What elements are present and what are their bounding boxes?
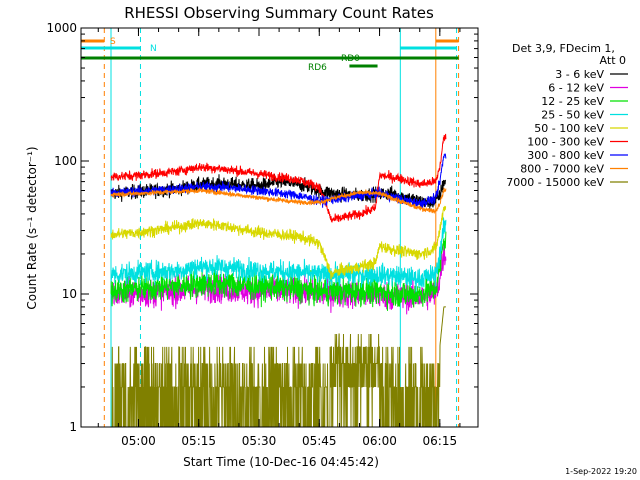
- rd0-label: RD0: [341, 54, 360, 64]
- series-line-8: [111, 306, 446, 428]
- legend-entry-label-5: 100 - 300 keV: [527, 136, 604, 149]
- x-tick-label-4: 06:00: [362, 434, 397, 448]
- chart-title: RHESSI Observing Summary Count Rates: [124, 4, 434, 22]
- legend-entry-label-3: 25 - 50 keV: [541, 109, 604, 122]
- legend-entry-label-4: 50 - 100 keV: [534, 122, 604, 135]
- axis-ticks: 1 10 100 1000 05:00 05:15 05:30 05:45 06:00 06:15: [46, 21, 478, 448]
- series-line-3: [110, 217, 447, 293]
- legend-entry-label-8: 7000 - 15000 keV: [506, 176, 604, 189]
- x-tick-label-2: 05:30: [242, 434, 277, 448]
- x-tick-label-1: 05:15: [181, 434, 216, 448]
- rd6-label: RD6: [308, 63, 327, 73]
- legend-header-line-1: Det 3,9, FDecim 1,: [512, 42, 615, 55]
- y-tick-label-1: 10: [62, 287, 77, 301]
- y-tick-label-0: 1: [69, 420, 77, 434]
- legend-header-line-2: Att 0: [600, 54, 626, 67]
- legend-entry-label-0: 3 - 6 keV: [555, 68, 604, 81]
- y-axis-label: Count Rate (s⁻¹ detector⁻¹): [25, 146, 39, 309]
- x-tick-label-3: 05:45: [302, 434, 337, 448]
- y-tick-label-3: 1000: [46, 21, 77, 35]
- legend-entry-label-7: 800 - 7000 keV: [520, 163, 604, 176]
- legend-entry-label-1: 6 - 12 keV: [548, 82, 604, 95]
- x-axis-label: Start Time (10-Dec-16 04:45:42): [183, 455, 379, 469]
- y-tick-label-2: 100: [54, 154, 77, 168]
- x-tick-label-5: 06:15: [423, 434, 458, 448]
- legend-entry-label-2: 12 - 25 keV: [541, 95, 604, 108]
- x-tick-label-0: 05:00: [121, 434, 156, 448]
- series-layer: [110, 133, 447, 428]
- series-line-5: [110, 133, 447, 223]
- orbit-markers: S N RD0 RD6: [80, 28, 460, 427]
- date-stamp: 1-Sep-2022 19:20: [565, 467, 637, 476]
- saa-label: S: [110, 37, 116, 47]
- series-line-7: [110, 187, 447, 215]
- series-line-4: [110, 205, 447, 280]
- night-label: N: [150, 44, 157, 54]
- legend-entry-label-6: 300 - 800 keV: [527, 149, 604, 162]
